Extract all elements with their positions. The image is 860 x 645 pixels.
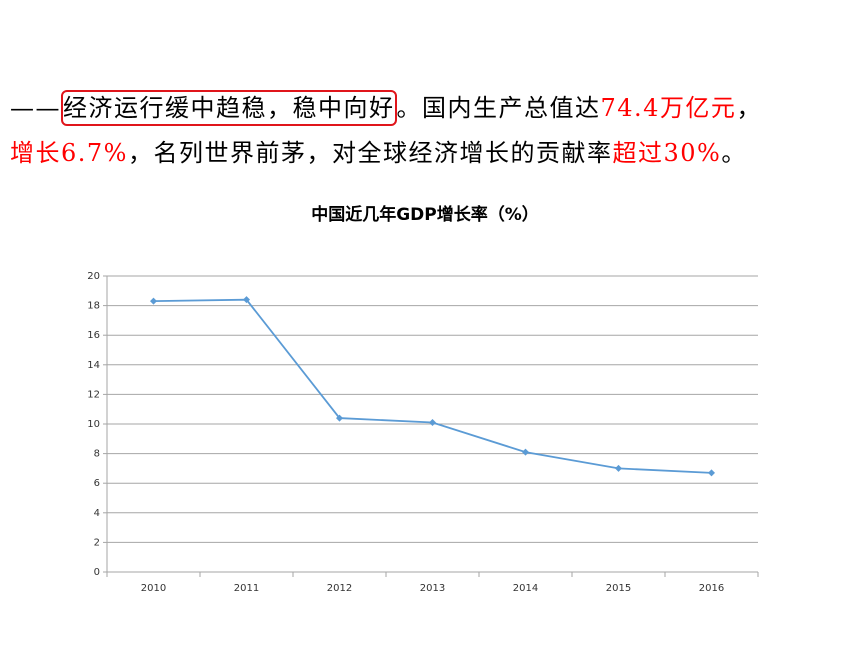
x-tick-label: 2016: [699, 583, 724, 594]
x-tick-label: 2012: [327, 583, 352, 594]
data-marker: [522, 448, 529, 456]
text-segment: ，: [736, 94, 762, 122]
x-tick-label: 2014: [513, 583, 538, 594]
text-segment: ，名列世界前茅，对全球经济增长的贡献率: [127, 139, 613, 167]
y-tick-label: 2: [94, 537, 100, 548]
y-tick-label: 18: [87, 301, 100, 312]
x-tick-label: 2015: [606, 583, 631, 594]
data-line: [153, 298, 712, 474]
y-tick-label: 20: [87, 271, 100, 282]
data-marker: [615, 464, 622, 472]
text-segment: 74.4万亿元: [600, 94, 737, 122]
highlighted-text: 经济运行缓中趋稳，稳中向好: [61, 90, 397, 126]
text-line: 增长6.7%，名列世界前茅，对全球经济增长的贡献率超过30%。: [10, 133, 747, 168]
y-tick-label: 4: [94, 508, 100, 519]
x-tick-label: 2013: [420, 583, 445, 594]
y-tick-label: 8: [94, 449, 100, 460]
text-segment: 。: [721, 139, 747, 167]
x-tick-label: 2011: [234, 583, 259, 594]
chart-title: 中国近几年GDP增长率（%）: [311, 204, 539, 225]
data-marker: [150, 297, 157, 305]
y-tick-label: 14: [87, 360, 100, 371]
y-tick-label: 16: [87, 330, 100, 341]
data-marker: [336, 414, 343, 422]
x-tick-label: 2010: [141, 583, 166, 594]
text-segment: ——: [10, 94, 61, 122]
text-line: ——经济运行缓中趋稳，稳中向好。国内生产总值达74.4万亿元，: [10, 88, 762, 126]
y-tick-label: 10: [87, 419, 100, 430]
data-marker: [243, 296, 250, 304]
text-segment: 超过30%: [612, 139, 722, 167]
y-tick-label: 0: [94, 567, 100, 578]
text-segment: 增长6.7%: [10, 139, 128, 167]
data-marker: [429, 419, 436, 427]
data-marker: [708, 469, 715, 477]
y-tick-label: 12: [87, 389, 100, 400]
text-segment: 。国内生产总值达: [396, 94, 601, 122]
y-tick-label: 6: [94, 478, 100, 489]
